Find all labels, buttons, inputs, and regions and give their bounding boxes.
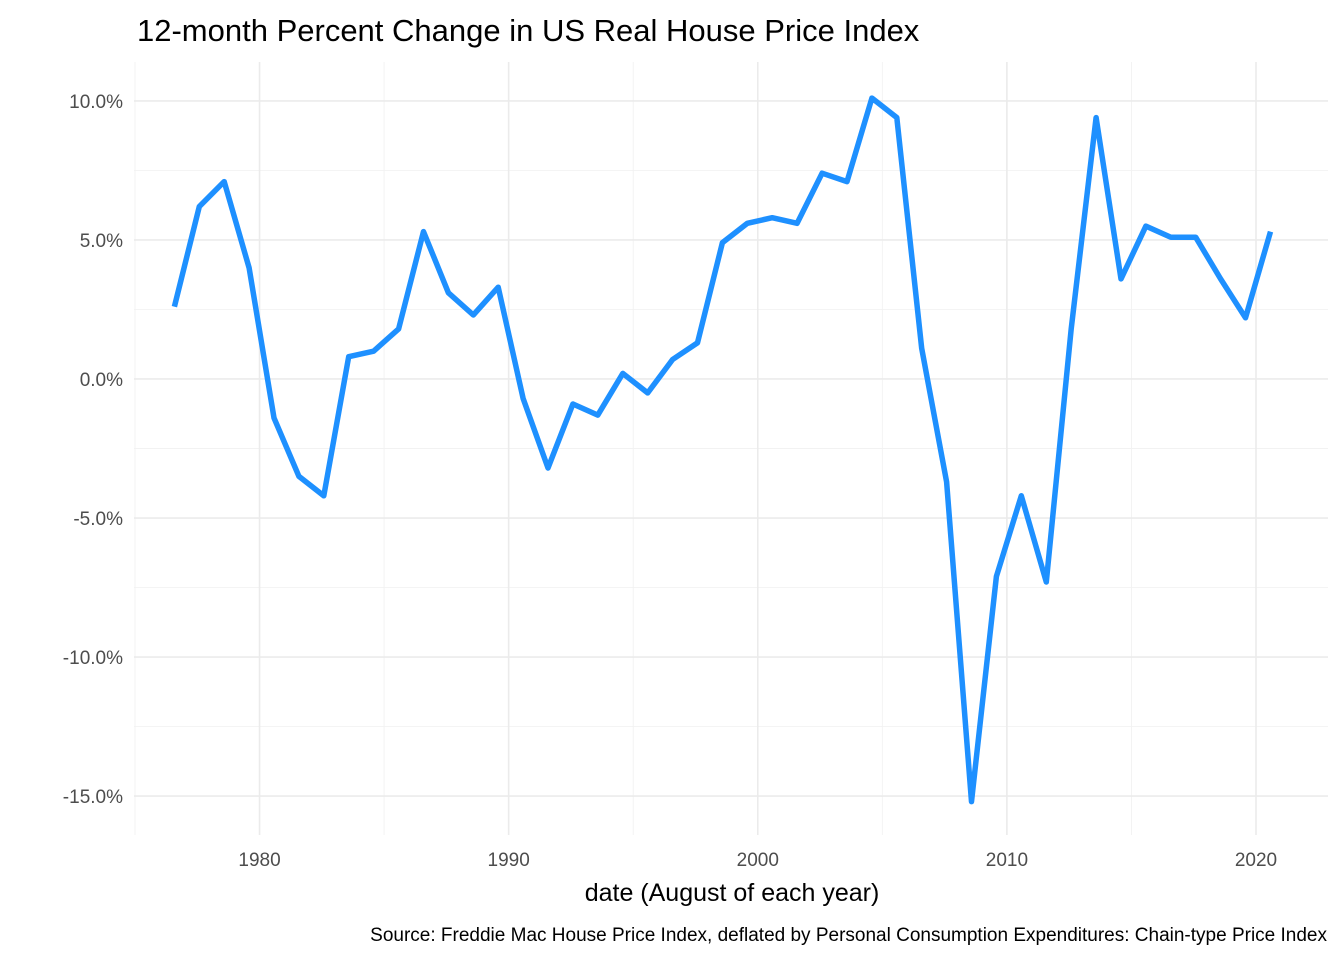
y-tick-label: 5.0% [80, 231, 123, 252]
y-tick-label: 10.0% [69, 92, 123, 113]
y-tick-label: -5.0% [73, 509, 123, 530]
y-tick-label: -15.0% [63, 787, 123, 808]
x-tick-label: 2020 [1235, 850, 1277, 871]
x-tick-label: 1990 [488, 850, 530, 871]
source-caption: Source: Freddie Mac House Price Index, d… [370, 925, 1327, 946]
x-tick-label: 1980 [238, 850, 280, 871]
chart-title: 12-month Percent Change in US Real House… [137, 13, 920, 48]
x-tick-label: 2000 [737, 850, 779, 871]
series-group [171, 95, 1274, 805]
y-tick-label: -10.0% [63, 648, 123, 669]
major-gridlines [134, 62, 1328, 835]
series-line [171, 95, 1274, 805]
minor-gridlines [134, 62, 1328, 835]
x-axis-label: date (August of each year) [585, 879, 880, 907]
x-tick-label: 2010 [986, 850, 1028, 871]
x-axis: 1980 1990 2000 2010 2020 [238, 850, 1277, 871]
y-tick-label: 0.0% [80, 370, 123, 391]
y-axis: -15.0% -10.0% -5.0% 0.0% 5.0% 10.0% [63, 92, 123, 808]
